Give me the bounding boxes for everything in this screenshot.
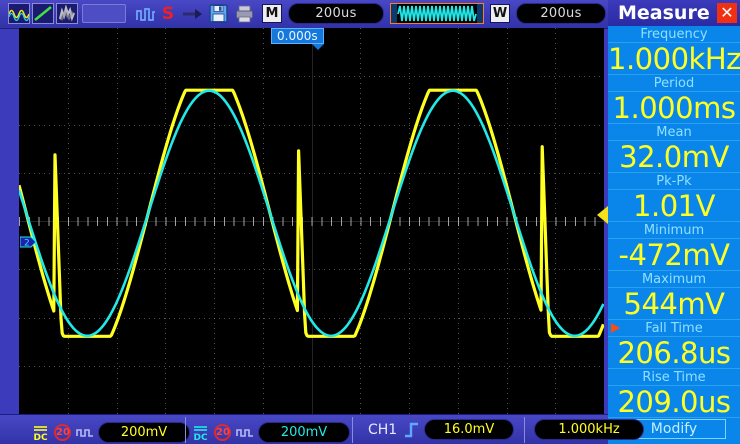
rising-edge-icon[interactable] (404, 421, 420, 438)
ch2-trace (19, 89, 604, 338)
trigger-frequency-value[interactable]: 1.000kHz (534, 419, 644, 440)
grid-line-horizontal (19, 125, 604, 126)
measurement-label[interactable]: Mean (608, 124, 740, 141)
waveform-traces (19, 88, 604, 338)
measure-panel-header: Measure ✕ (608, 0, 740, 26)
measurement-label[interactable]: Minimum (608, 222, 740, 239)
ch1-bandwidth-limit-badge[interactable]: 20 (54, 424, 71, 441)
measurement-label[interactable]: Pk-Pk (608, 173, 740, 190)
floppy-save-icon[interactable] (206, 3, 230, 24)
measurement-value: 209.0us (608, 386, 740, 418)
trigger-position-pointer (312, 44, 324, 50)
bottom-status-bar: DC 20 200mV DC 20 (0, 414, 644, 444)
trigger-arrow-icon[interactable] (180, 3, 204, 24)
single-trigger-button[interactable]: S (161, 3, 175, 24)
svg-text:DC: DC (194, 433, 208, 441)
measure-panel: Measure ✕ Frequency 1.000kHz Period 1.000ms… (608, 0, 740, 444)
measurement-value: -472mV (608, 239, 740, 271)
measurement-value: 206.8us (608, 337, 740, 369)
window-timebase-value[interactable]: 200us (516, 3, 606, 24)
ch2-status-group[interactable]: DC 20 200mV (192, 418, 350, 443)
trigger-position-label[interactable]: 0.000s (271, 28, 324, 44)
ch2-ground-marker[interactable]: 2 (20, 234, 37, 250)
blank-button[interactable] (82, 4, 126, 23)
grid-line-horizontal (19, 173, 604, 174)
svg-text:2: 2 (24, 239, 30, 249)
grid-line-horizontal (19, 269, 604, 270)
axis-tick-marks-horizontal (19, 217, 604, 226)
divider-2 (352, 417, 353, 443)
waveform-display[interactable]: 2 (19, 28, 604, 414)
ch2-bandwidth-limit-badge[interactable]: 20 (214, 424, 231, 441)
ch1-invert-icon[interactable] (76, 425, 94, 439)
main-timebase-badge[interactable]: M (262, 4, 282, 23)
measurement-label[interactable]: Period (608, 75, 740, 92)
close-icon[interactable]: ✕ (717, 3, 737, 23)
pulse-icon[interactable] (135, 3, 157, 24)
divider-3 (524, 417, 525, 443)
grid-line-horizontal (19, 76, 604, 77)
measurement-label[interactable]: Rise Time (608, 369, 740, 386)
measurement-value: 1.01V (608, 190, 740, 222)
main-timebase-value[interactable]: 200us (288, 3, 384, 24)
measurement-label[interactable]: Maximum (608, 271, 740, 288)
xy-display-icon[interactable] (32, 3, 54, 24)
measure-panel-title: Measure (618, 2, 710, 24)
measurement-label[interactable]: Frequency (608, 26, 740, 43)
ch1-trace (19, 88, 604, 338)
ch2-invert-icon[interactable] (236, 425, 254, 439)
measurement-value: 1.000ms (608, 92, 740, 124)
measurement-value: 1.000kHz (608, 42, 740, 76)
ch1-status-group[interactable]: DC 20 200mV (14, 418, 190, 443)
fft-display-icon[interactable] (56, 3, 78, 24)
measurement-value: 32.0mV (608, 141, 740, 173)
printer-icon[interactable] (232, 3, 256, 24)
measurement-label[interactable]: Fall Time (608, 320, 740, 337)
trigger-level-marker[interactable] (597, 206, 608, 224)
trigger-level-value[interactable]: 16.0mV (424, 419, 514, 440)
grid-line-horizontal (19, 366, 604, 367)
svg-text:DC: DC (34, 433, 48, 441)
timebase-minimap[interactable] (390, 3, 484, 24)
ch1-coupling-icon[interactable]: DC (32, 424, 49, 443)
ch1-scale-value[interactable]: 200mV (98, 422, 190, 443)
waveform-display-icon[interactable] (8, 3, 30, 24)
selection-arrow-icon (611, 323, 620, 333)
ch2-coupling-icon[interactable]: DC (192, 424, 209, 443)
window-timebase-badge[interactable]: W (490, 4, 510, 23)
trigger-source-label[interactable]: CH1 (368, 422, 398, 438)
measurement-value: 544mV (608, 288, 740, 320)
divider-1 (185, 417, 186, 443)
ch2-scale-value[interactable]: 200mV (258, 422, 350, 443)
